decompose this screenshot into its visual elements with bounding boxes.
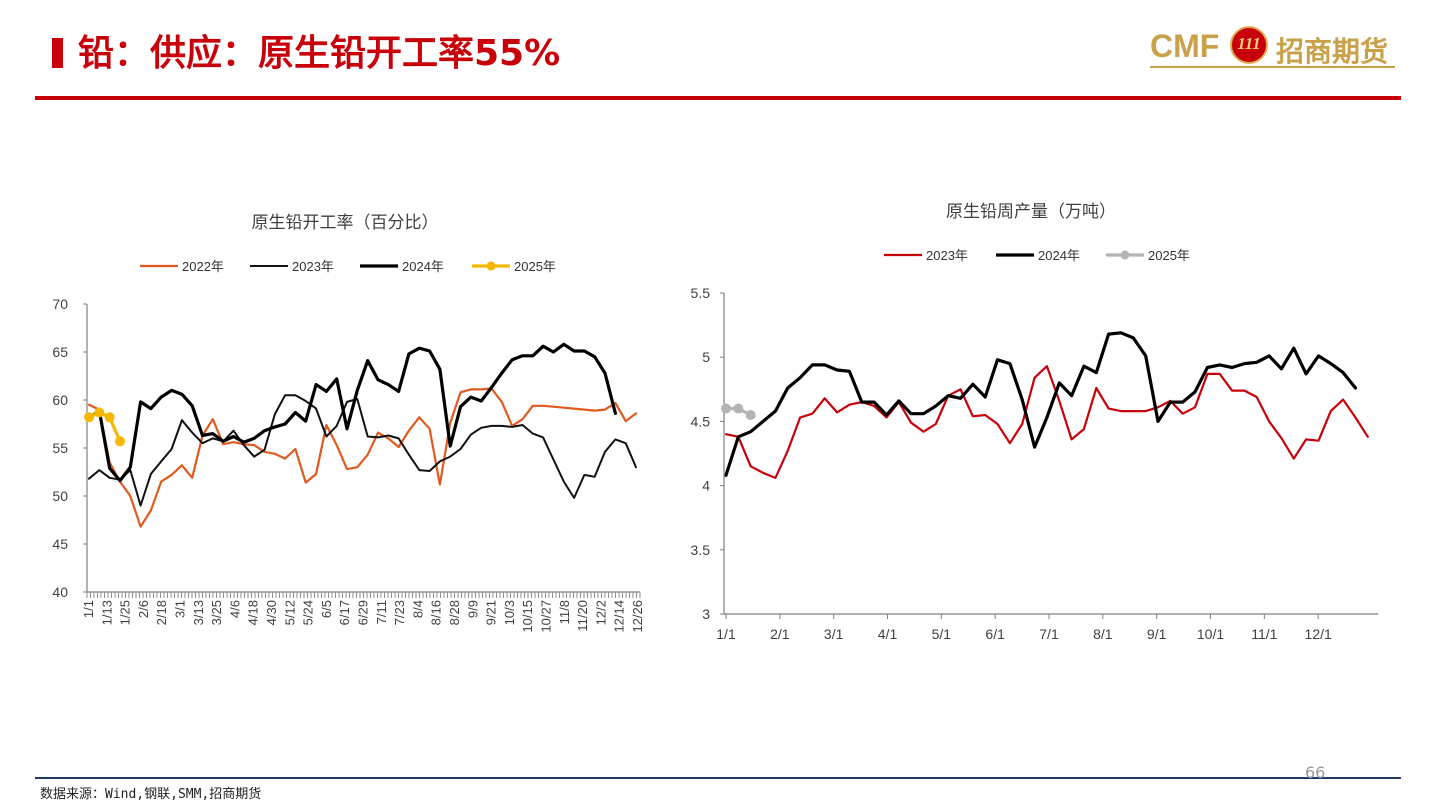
company-logo: CMF 111 招商期货 [1150,26,1395,70]
x-tick-label: 12/26 [630,600,645,633]
x-tick-label: 6/1 [985,626,1005,642]
x-tick-label: 9/1 [1147,626,1167,642]
y-tick-label: 5 [702,349,710,365]
x-tick-label: 10/15 [520,600,535,633]
page-number: 66 [1305,763,1326,782]
logo-company-name: 招商期货 [1276,35,1389,68]
logo-emblem-text: 111 [1237,34,1261,53]
data-source-note: 数据来源：Wind,钢联,SMM,招商期货 [40,787,262,802]
series-point-2025年 [114,436,125,447]
y-tick-label: 4.5 [691,413,711,429]
y-tick-label: 3 [702,606,710,622]
legend-marker-2025年 [1120,250,1130,260]
series-line-2023年 [724,365,1369,479]
y-tick-label: 55 [52,440,68,456]
x-tick-label: 12/1 [1305,626,1332,642]
series-line-2024年 [724,331,1358,477]
x-tick-label: 8/1 [1093,626,1113,642]
x-tick-label: 3/25 [209,600,224,625]
legend-label-2024年: 2024年 [402,259,444,274]
x-tick-label: 11/1 [1251,626,1277,642]
logo-cmf-text: CMF [1150,28,1220,64]
series-point-2025年 [104,412,115,423]
x-tick-label: 10/27 [539,600,554,633]
x-tick-label: 4/1 [878,626,898,642]
rate-chart-title: 原生铅开工率（百分比） [252,213,439,232]
x-tick-label: 9/9 [465,600,480,618]
legend-label-2023年: 2023年 [926,248,968,263]
output-chart-group: 原生铅周产量（万吨） 2023年 2024年 2025年 3 3.5 4 4.5 5 5.5 1/1… [691,202,1378,642]
x-tick-label: 6/17 [337,600,352,625]
x-tick-label: 6/5 [319,600,334,618]
x-tick-label: 6/29 [356,600,371,625]
x-tick-label: 8/4 [410,600,425,618]
series-point-2025年 [94,407,105,418]
x-tick-label: 4/30 [264,600,279,625]
x-tick-label: 12/2 [593,600,608,625]
series-point-2025年 [721,403,731,414]
x-tick-label: 1/25 [118,600,133,625]
x-tick-label: 3/1 [824,626,844,642]
series-line-2023年 [88,394,637,507]
x-tick-label: 4/6 [227,600,242,618]
x-tick-label: 2/6 [136,600,151,618]
legend-label-2025年: 2025年 [514,259,556,274]
x-tick-label: 1/1 [81,600,96,618]
legend-label-2024年: 2024年 [1038,248,1080,263]
y-tick-label: 60 [52,392,68,408]
legend-label-2023年: 2023年 [292,259,334,274]
output-chart-title: 原生铅周产量（万吨） [946,202,1116,221]
legend-marker-2025年 [486,261,496,271]
page-title: 铅：供应：原生铅开工率55% [78,33,561,74]
title-accent-bar [52,38,63,68]
legend-label-2025年: 2025年 [1148,248,1190,263]
footer-divider [35,777,1401,779]
header-divider [35,96,1401,100]
x-tick-label: 10/3 [502,600,517,625]
y-tick-label: 4 [702,478,710,494]
y-tick-label: 45 [52,536,68,552]
x-tick-label: 7/11 [374,600,389,624]
x-tick-label: 11/20 [575,600,590,632]
x-tick-label: 10/1 [1197,626,1224,642]
x-tick-label: 4/18 [246,600,261,625]
x-tick-label: 5/1 [932,626,952,642]
x-tick-label: 3/13 [191,600,206,625]
x-tick-label: 8/16 [429,600,444,625]
x-tick-label: 2/1 [770,626,790,642]
y-tick-label: 40 [52,584,68,600]
x-tick-label: 7/23 [392,600,407,625]
logo-emblem-icon: 111 [1230,26,1268,64]
x-tick-label: 5/24 [301,600,316,625]
y-tick-label: 5.5 [691,285,711,301]
y-tick-label: 50 [52,488,68,504]
x-tick-label: 9/21 [484,600,499,625]
y-tick-label: 3.5 [691,542,711,558]
series-line-2024年 [87,342,618,483]
series-point-2025年 [733,403,744,414]
series-line-2022年 [87,387,638,528]
x-tick-label: 11/8 [557,600,572,624]
legend-label-2022年: 2022年 [182,259,224,274]
series-point-2025年 [745,409,756,420]
y-tick-label: 70 [52,296,68,312]
x-tick-label: 7/1 [1039,626,1059,642]
y-tick-label: 65 [52,344,68,360]
series-line-2025年 [87,410,122,443]
series-point-2025年 [84,412,94,423]
x-tick-label: 12/14 [612,600,627,633]
x-tick-label: 8/28 [447,600,462,625]
rate-chart-group: 原生铅开工率（百分比） 2022年 2023年 2024年 2025年 40 45 50 55 6… [52,213,645,633]
x-tick-label: 1/13 [99,600,114,625]
logo-underline [1150,66,1395,68]
x-tick-label: 5/12 [282,600,297,625]
x-tick-label: 2/18 [154,600,169,625]
x-tick-label: 1/1 [716,626,736,642]
x-tick-label: 3/1 [173,600,188,618]
